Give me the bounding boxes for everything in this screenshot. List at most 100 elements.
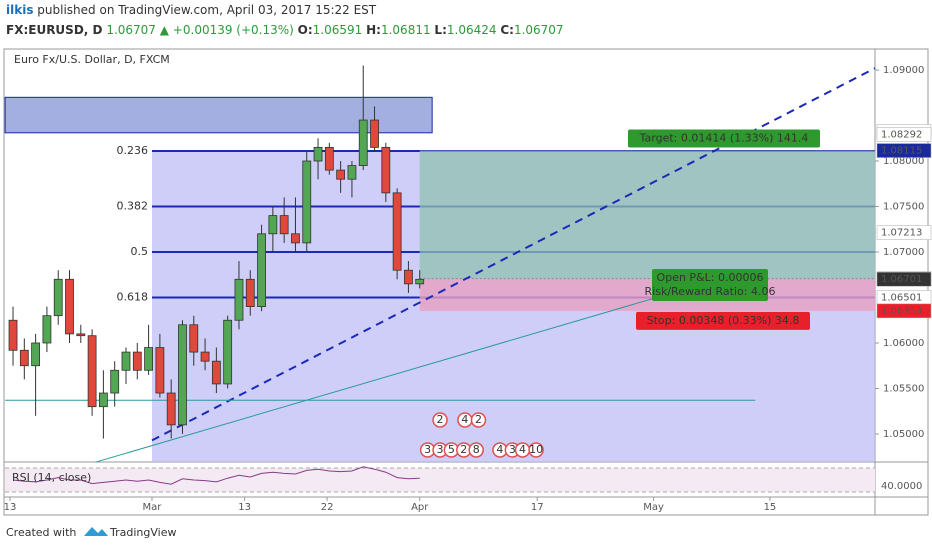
brand-logo	[84, 527, 108, 536]
rsi-band	[5, 468, 875, 493]
target-zone	[419, 150, 875, 279]
price-label-bg	[876, 303, 932, 319]
y-tick-label: 1.06000	[883, 338, 924, 349]
price-label: 1.06353	[881, 306, 922, 317]
target-label-bg	[628, 129, 820, 148]
candle-body	[268, 215, 278, 235]
l-label: L:	[434, 23, 446, 37]
price-label-bg	[876, 225, 932, 240]
rsi-title: RSI (14, close)	[12, 471, 91, 484]
price-label-bg	[876, 127, 932, 142]
event-count: 3	[509, 443, 516, 456]
footer-created: Created with	[6, 526, 76, 539]
h-label: H:	[366, 23, 381, 37]
y-tick-label: 1.08000	[883, 156, 924, 167]
candle-body	[53, 278, 63, 317]
header-line: ilkis published on TradingView.com, Apri…	[6, 3, 377, 17]
candle-body	[19, 349, 29, 367]
event-count: 3	[437, 443, 444, 456]
rr-label: Risk/Reward Ratio: 4.06	[645, 285, 776, 298]
candle-body	[223, 319, 233, 385]
candle-body	[415, 278, 425, 285]
h: 1.06811	[381, 23, 431, 37]
plot: 0.236 0.382 0.5 0.618 1.09000 1.08000 1.07500 1…	[4, 65, 932, 513]
x-tick-label: 13	[4, 502, 17, 513]
price-label: 1.08292	[881, 129, 922, 140]
y-tick-label: 1.07500	[883, 202, 924, 213]
event-count: 2	[475, 413, 482, 426]
l: 1.06424	[447, 23, 497, 37]
candle-body	[8, 319, 18, 351]
event-icon	[468, 442, 484, 458]
y-tick-label: 1.09000	[883, 65, 924, 76]
candle-body	[347, 165, 357, 180]
candle-body	[291, 233, 300, 244]
price-label: 1.06701	[881, 274, 922, 285]
fib-label: 0.382	[116, 200, 148, 213]
candle-body	[189, 324, 199, 353]
symbol: FX:EURUSD, D	[6, 23, 103, 37]
candle-body	[98, 392, 108, 408]
y-tick-label: 1.05000	[883, 429, 924, 440]
candle-body	[381, 146, 391, 194]
c: 1.06707	[514, 23, 564, 37]
c-label: C:	[500, 23, 514, 37]
x-tick-label: 17	[531, 502, 544, 513]
footer-brand[interactable]: TradingView	[109, 526, 176, 539]
candle-body	[200, 351, 210, 362]
zone-box	[4, 96, 433, 134]
last: 1.06707	[106, 23, 156, 37]
candle-body	[87, 335, 97, 408]
candle-body	[211, 360, 221, 385]
x-tick-label: Apr	[411, 502, 429, 513]
price-label-bg	[876, 271, 932, 287]
event-icon	[432, 412, 448, 428]
candle-body	[370, 119, 379, 148]
pnl-label: Open P&L: 0.00006	[657, 271, 764, 284]
x-tick-label: 15	[764, 502, 777, 513]
event-count: 4	[519, 443, 526, 456]
price-label: 1.08115	[881, 146, 922, 157]
target-label: Target: 0.01414 (1.33%) 141.4	[639, 132, 809, 145]
candle-body	[234, 278, 244, 321]
candle-body	[178, 324, 187, 426]
o: 1.06591	[313, 23, 363, 37]
event-count: 10	[529, 443, 543, 456]
candle-body	[110, 369, 120, 394]
x-tick-label: May	[643, 502, 664, 513]
event-count: 2	[460, 443, 467, 456]
candle-body	[42, 315, 52, 344]
event-count: 4	[461, 413, 468, 426]
candle-body	[166, 392, 176, 426]
fib-label: 0.5	[130, 245, 148, 258]
price-label: 1.07213	[881, 228, 922, 239]
stop-label: Stop: 0.00348 (0.33%) 34.8	[647, 314, 800, 327]
candle-body	[313, 146, 323, 162]
candle-body	[155, 347, 165, 394]
y-tick-label: 1.05500	[883, 383, 924, 394]
candle-body	[245, 278, 255, 307]
rsi-level: 40.0000	[881, 481, 922, 492]
event-count: 2	[437, 413, 444, 426]
change: ▲ +0.00139 (+0.13%)	[160, 23, 294, 37]
event-count: 3	[424, 443, 431, 456]
author[interactable]: ilkis	[6, 3, 33, 17]
candle-body	[302, 160, 312, 244]
event-count: 5	[448, 443, 455, 456]
price-label: 1.06501	[881, 292, 922, 303]
candle-body	[76, 333, 86, 337]
published: published on TradingView.com, April 03, …	[37, 3, 377, 17]
rsi-line	[12, 466, 420, 485]
y-tick-label: 1.07000	[883, 247, 924, 258]
event-icon	[528, 442, 544, 458]
event-count: 8	[473, 443, 480, 456]
candle-body	[279, 215, 289, 235]
candle-body	[144, 347, 153, 371]
x-tick-label: 22	[321, 502, 334, 513]
chart-title: Euro Fx/U.S. Dollar, D, FXCM	[14, 53, 170, 66]
x-tick-label: 13	[238, 502, 251, 513]
drawing-line	[95, 297, 654, 463]
candle-body	[404, 269, 413, 285]
candle-body	[65, 278, 74, 335]
